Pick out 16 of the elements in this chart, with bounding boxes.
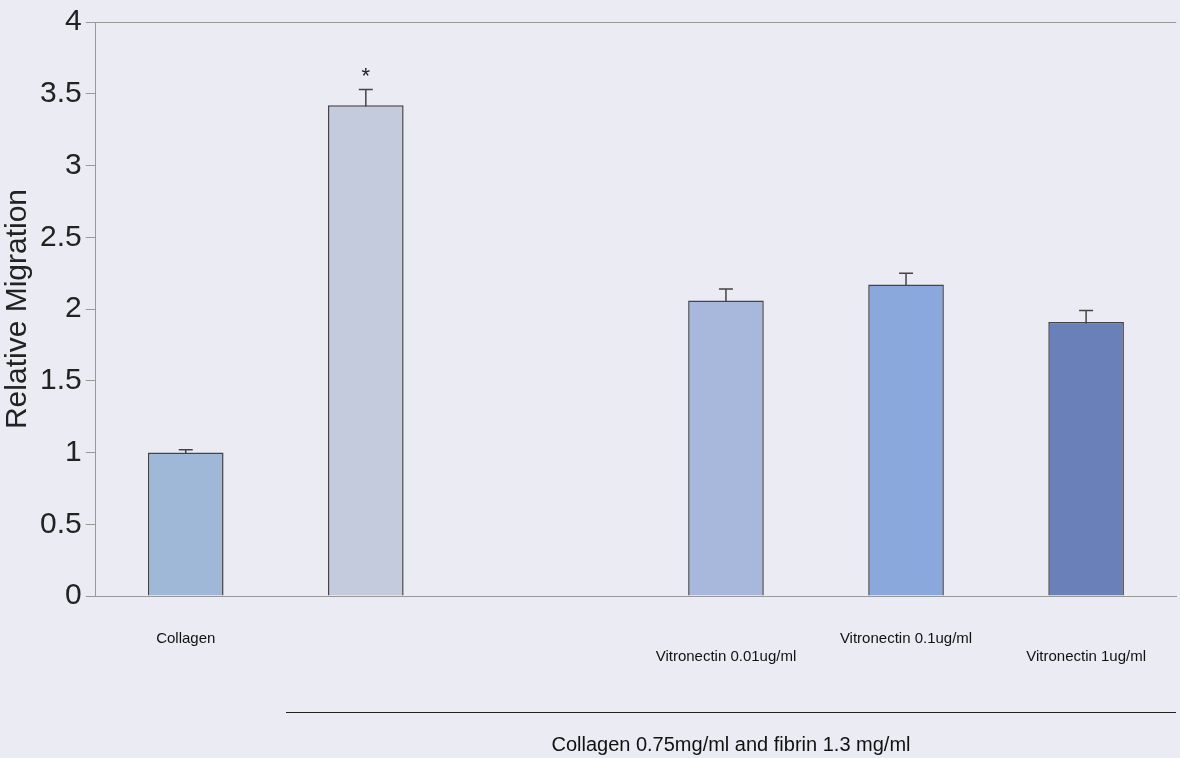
y-tick-label: 2.5 bbox=[39, 218, 82, 252]
y-tick-label: 1 bbox=[65, 433, 82, 467]
y-tick-label: 3.5 bbox=[39, 75, 82, 109]
y-tick-label: 4 bbox=[65, 3, 82, 37]
y-tick-label: 2 bbox=[65, 290, 82, 324]
y-axis-title: Relative Migration bbox=[0, 188, 33, 430]
x-tick-label: Vitronectin 1ug/ml bbox=[1026, 647, 1146, 665]
x-tick-label: Vitronectin 0.01ug/ml bbox=[655, 647, 797, 665]
y-tick-label: 1.5 bbox=[39, 362, 82, 396]
x-tick-label: Collagen bbox=[156, 629, 216, 647]
y-tick-label: 3 bbox=[65, 146, 82, 180]
annotation: * bbox=[361, 62, 371, 88]
y-tick-label: 0.5 bbox=[39, 505, 82, 539]
y-tick-label: 0 bbox=[65, 577, 82, 611]
text: Collagen 0.75mg/ml and fibrin 1.3 mg/ml bbox=[551, 733, 911, 756]
x-tick-label: Vitronectin 0.1ug/ml bbox=[839, 629, 973, 647]
